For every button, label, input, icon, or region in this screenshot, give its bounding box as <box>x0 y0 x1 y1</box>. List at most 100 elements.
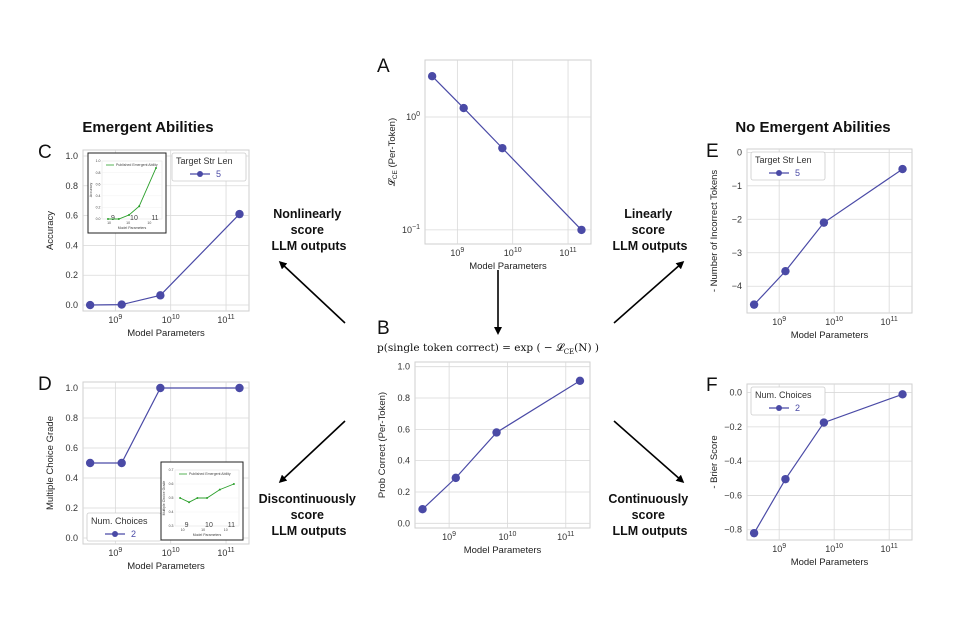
y-tick-label: 0.6 <box>65 211 78 221</box>
inset-series-line <box>179 483 235 503</box>
y-axis-label: Accuracy <box>45 211 56 250</box>
inset-x-tick: 109 <box>107 215 115 225</box>
data-point <box>749 528 759 538</box>
inset-y-tick: 0.0 <box>96 217 101 221</box>
panel-letter-e: E <box>706 141 719 162</box>
data-point <box>781 266 790 276</box>
label-nonlinearly-line-1: Nonlinearly <box>273 207 341 221</box>
x-tick-label: 1010 <box>504 247 522 258</box>
panel-letter-b: B <box>377 318 390 339</box>
label-linearly: Linearly score LLM outputs <box>613 207 688 253</box>
series-line <box>90 213 240 306</box>
inset-y-tick: 0.2 <box>96 206 101 210</box>
y-tick-label: 100 <box>406 111 420 122</box>
legend: Num. Choices 2 <box>86 512 162 542</box>
x-tick-label: 1010 <box>825 316 843 327</box>
inset-point <box>188 501 191 504</box>
formula-b-sub: CE <box>564 348 574 356</box>
data-point <box>85 300 95 310</box>
series-line <box>431 75 582 231</box>
y-tick-label: 1.0 <box>397 362 410 372</box>
inset-y-label: Multiple Choice Grade <box>162 481 166 516</box>
arrow-to-f <box>613 420 685 483</box>
data-point <box>418 505 427 514</box>
chart-a: A 109 1010 1011 10−1 100 Model Parameters 𝓛CE (… <box>377 56 592 272</box>
y-tick-label: 0.6 <box>397 424 410 434</box>
data-point <box>85 458 95 468</box>
chart-d: D 109 1010 1011 0.0 0.2 0.4 0.6 0.8 1.0 Model Para… <box>38 374 250 572</box>
panel-letter-c: C <box>38 142 52 163</box>
y-tick-label: −0.2 <box>724 422 742 432</box>
y-tick-label: 0.8 <box>65 413 78 423</box>
data-point <box>156 383 165 393</box>
x-tick-label: 109 <box>450 247 464 258</box>
y-tick-label: 0.0 <box>65 300 78 310</box>
inset-x-tick: 1010 <box>126 215 138 225</box>
y-tick-label: 1.0 <box>65 383 78 393</box>
label-discontinuously: Discontinuously score LLM outputs <box>259 492 360 538</box>
x-tick-label: 1011 <box>881 316 898 327</box>
legend-title: Num. Choices <box>91 516 148 526</box>
label-nonlinearly: Nonlinearly score LLM outputs <box>272 207 347 253</box>
formula-b: p(single token correct) = exp ( − 𝓛CE(N)… <box>377 341 599 356</box>
inset-point <box>232 483 235 485</box>
inset-y-tick: 1.0 <box>96 159 101 163</box>
data-point <box>577 225 586 235</box>
y-tick-label: −1 <box>732 181 742 191</box>
label-linearly-line-1: Linearly <box>624 207 672 221</box>
label-discontinuously-line-1: Discontinuously <box>259 492 356 506</box>
y-tick-label: 0 <box>737 147 742 157</box>
panel-letter-a: A <box>377 56 390 77</box>
legend-marker <box>776 405 782 411</box>
arrow-to-c <box>278 260 346 324</box>
label-continuously-line-1: Continuously <box>608 492 688 506</box>
x-tick-label: 109 <box>108 314 122 325</box>
y-tick-label: 10−1 <box>402 224 420 235</box>
x-tick-label: 109 <box>772 543 786 554</box>
inset-y-tick: 0.3 <box>169 524 174 528</box>
legend-title: Target Str Len <box>755 155 812 165</box>
inset-chart: 0.3 0.4 0.5 0.6 0.7 109 1010 1011 Published Emer… <box>160 461 244 541</box>
chart-c: C 109 1010 1011 0.0 0.2 0.4 0.6 0.8 1.0 Model Para… <box>38 142 250 339</box>
heading-emergent-abilities: Emergent Abilities <box>82 119 213 136</box>
x-tick-label: 109 <box>772 316 786 327</box>
inset-chart: 0.0 0.2 0.4 0.6 0.8 1.0 109 1010 1011 Published E… <box>87 152 167 234</box>
x-axis-label: Model Parameters <box>791 557 869 568</box>
data-point <box>819 418 829 427</box>
legend-value: 2 <box>131 529 136 539</box>
legend-value: 5 <box>216 169 221 179</box>
legend-title: Target Str Len <box>176 156 233 166</box>
y-tick-label: 0.0 <box>397 518 410 528</box>
y-tick-label: 0.0 <box>729 388 742 398</box>
data-point <box>498 143 507 153</box>
x-axis-label: Model Parameters <box>127 328 205 339</box>
y-tick-label: −4 <box>732 281 742 291</box>
legend-value: 2 <box>795 403 800 413</box>
legend: Target Str Len 5 <box>750 151 826 181</box>
label-continuously: Continuously score LLM outputs <box>608 492 691 538</box>
chart-e: E 109 1010 1011 0 −1 −2 −3 −4 Model Parameters - N… <box>706 141 913 341</box>
x-tick-label: 1011 <box>557 531 574 542</box>
inset-x-tick: 1010 <box>201 522 213 532</box>
series-line <box>90 387 240 464</box>
y-tick-label: −0.8 <box>724 525 742 535</box>
x-tick-label: 1010 <box>825 543 843 554</box>
data-point <box>156 291 165 300</box>
y-axis-label: Prob Correct (Per-Token) <box>377 392 388 498</box>
arrow-to-e <box>613 261 685 324</box>
inset-y-label: Accuracy <box>89 183 93 198</box>
y-axis-label: - Brier Score <box>709 435 720 488</box>
inset-y-tick: 0.7 <box>169 468 174 472</box>
arrow-to-d <box>278 420 346 484</box>
y-tick-label: 0.2 <box>397 487 410 497</box>
y-tick-label: 0.8 <box>65 181 78 191</box>
y-tick-label: 0.4 <box>397 456 410 466</box>
data-point <box>459 103 468 113</box>
inset-x-tick: 1011 <box>147 215 158 225</box>
y-axis-label: 𝓛CE (Per-Token) <box>386 118 399 186</box>
data-point <box>898 164 907 174</box>
x-tick-label: 1011 <box>881 543 898 554</box>
inset-x-tick: 1011 <box>224 522 235 532</box>
inset-point <box>155 166 157 169</box>
